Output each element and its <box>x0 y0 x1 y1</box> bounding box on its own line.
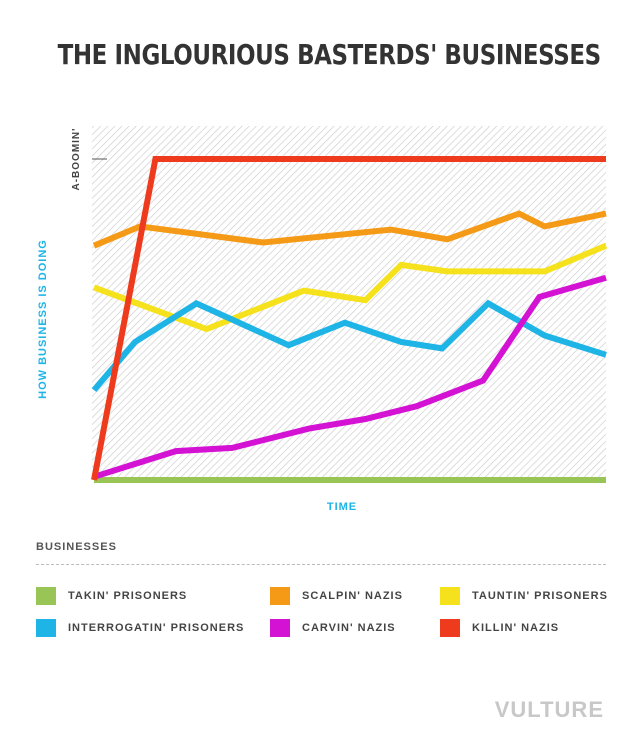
plot-background <box>92 126 606 480</box>
legend-item-tauntin-prisoners: TAUNTIN' PRISONERS <box>440 587 608 605</box>
brand-logo: VULTURE <box>494 697 604 722</box>
legend-item-takin-prisoners: TAKIN' PRISONERS <box>36 587 187 605</box>
y-tick-label: A-BOOMIN' <box>71 127 82 190</box>
series-line-carvin-nazis <box>93 274 607 480</box>
legend-item-carvin-nazis: CARVIN' NAZIS <box>270 619 396 637</box>
legend-swatch <box>270 619 290 637</box>
series-line-tauntin-prisoners <box>92 242 608 333</box>
legend-swatch <box>440 619 460 637</box>
legend-label: CARVIN' NAZIS <box>302 622 396 634</box>
series-line-scalpin-nazis <box>92 210 607 249</box>
y-axis-label: HOW BUSINESS IS DOING <box>37 239 49 399</box>
x-axis-label: TIME <box>327 501 357 513</box>
legend-swatch <box>270 587 290 605</box>
chart-title: THE INGLOURIOUS BASTERDS' BUSINESSES <box>57 38 602 71</box>
legend-item-killin-nazis: KILLIN' NAZIS <box>440 619 559 637</box>
series-line-killin-nazis <box>91 156 606 481</box>
legend-label: TAKIN' PRISONERS <box>68 590 188 602</box>
legend-item-interrogatin-prisoners: INTERROGATIN' PRISONERS <box>36 619 244 637</box>
legend-swatch <box>36 587 56 605</box>
legend-label: INTERROGATIN' PRISONERS <box>68 622 245 634</box>
legend-item-scalpin-nazis: SCALPIN' NAZIS <box>270 587 403 605</box>
legend-divider <box>36 564 606 565</box>
series-line-interrogatin-prisoners <box>91 299 607 393</box>
legend-swatch <box>36 619 56 637</box>
legend-header: BUSINESSES <box>36 541 117 553</box>
legend-label: SCALPIN' NAZIS <box>302 590 403 602</box>
legend-label: TAUNTIN' PRISONERS <box>472 590 608 602</box>
legend-label: KILLIN' NAZIS <box>472 622 560 634</box>
legend-swatch <box>440 587 460 605</box>
series-layer <box>91 156 608 483</box>
line-chart: A-BOOMIN' HOW BUSINESS IS DOING TIME <box>37 126 608 513</box>
